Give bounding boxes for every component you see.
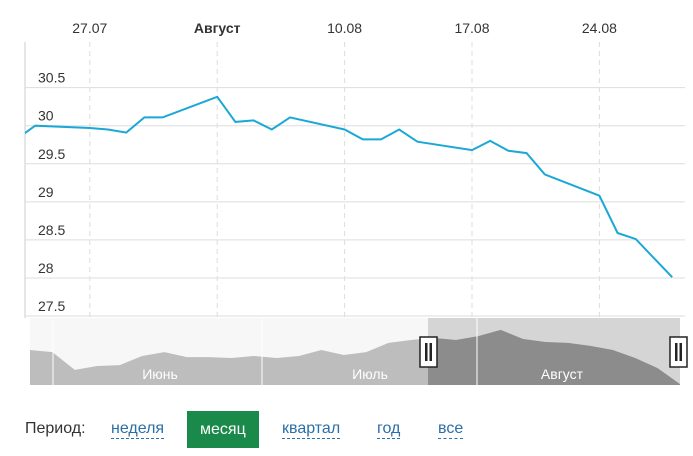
y-tick-label: 28 [38,260,54,276]
handle-grip [675,343,678,361]
month-label: Июль [352,366,388,382]
handle-grip [429,343,432,361]
y-tick-label: 29.5 [38,146,65,162]
handle-grip [425,343,428,361]
handle-box [419,336,438,368]
period-option[interactable]: все [438,420,464,439]
y-tick-label: 27.5 [38,298,65,314]
period-option[interactable]: квартал [282,420,341,439]
y-tick-label: 30 [38,108,54,124]
period-bar: Период: неделя месяц квартал год все [0,410,693,450]
y-tick-label: 28.5 [38,222,65,238]
x-tick-label: 24.08 [582,20,617,36]
x-tick-label: 17.08 [454,20,489,36]
x-tick-label: Август [194,20,241,36]
period-option[interactable]: неделя [111,420,165,439]
period-label: Период: [25,420,86,437]
y-tick-label: 29 [38,184,54,200]
month-label: Август [541,366,584,382]
price-line [25,95,673,278]
y-tick-label: 30.5 [38,70,65,86]
handle-grip [679,343,682,361]
period-option[interactable]: год [377,420,401,439]
handle-box [669,336,688,368]
navigator-handle[interactable] [669,336,688,368]
x-tick-label: 10.08 [327,20,362,36]
navigator-area-selected [428,329,680,385]
navigator-handle[interactable] [419,336,438,368]
period-option[interactable]: месяц [187,411,259,448]
month-label: Июнь [142,366,178,382]
x-tick-label: 27.07 [72,20,107,36]
chart: 27.5 28 28.5 29 29.5 30 30.5 27.07 Август 10.08 17… [24,20,688,385]
